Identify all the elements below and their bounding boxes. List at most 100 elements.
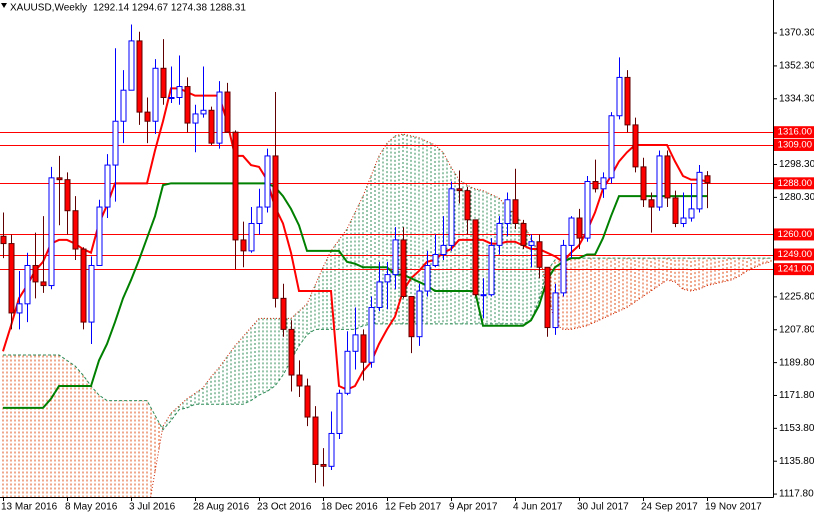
candle-body — [288, 328, 295, 376]
candle-body — [144, 111, 151, 122]
candle-body — [488, 244, 495, 296]
candle-body — [704, 175, 711, 184]
x-tick-label: 4 Jun 2017 — [513, 502, 563, 513]
candle-body — [640, 166, 647, 201]
x-tick-label: 23 Oct 2016 — [257, 502, 312, 513]
candle-body — [624, 76, 631, 126]
candle-body — [448, 188, 455, 246]
candle-body — [616, 76, 623, 117]
level-label-box — [774, 177, 814, 190]
x-tick-label: 18 Dec 2016 — [321, 502, 378, 513]
candle-body — [440, 244, 447, 256]
y-tick-label: 1280.30 — [779, 192, 814, 203]
candle-body — [120, 89, 127, 122]
y-tick-label: 1334.30 — [779, 93, 814, 104]
candle-body — [80, 248, 87, 323]
candle-body — [504, 199, 511, 224]
candle-body — [680, 217, 687, 224]
candle-body — [232, 131, 239, 241]
candle-body — [240, 239, 247, 252]
candle-body — [672, 197, 679, 224]
y-tick-label: 1225.80 — [779, 292, 814, 303]
level-label: 1241.00 — [778, 264, 812, 275]
level-label-box — [774, 228, 814, 241]
candle-body — [392, 239, 399, 276]
candle-body — [376, 281, 383, 308]
candle-body — [696, 171, 703, 210]
candle-body — [608, 115, 615, 179]
level-label: 1249.00 — [778, 249, 812, 260]
senkou-span-b — [3, 257, 771, 431]
level-label-box — [774, 263, 814, 276]
candle-body — [16, 303, 23, 314]
candle-body — [184, 86, 191, 124]
candle-body — [400, 239, 407, 298]
candle-body — [528, 241, 535, 246]
candle-body — [360, 334, 367, 363]
candle-body — [424, 264, 431, 292]
candle-body — [568, 217, 575, 246]
candle-body — [592, 180, 599, 190]
candle-body — [64, 179, 71, 212]
candle-body — [352, 334, 359, 352]
candle-body — [272, 155, 279, 299]
candle-body — [480, 294, 487, 297]
candle-body — [384, 274, 391, 283]
candle-body — [296, 374, 303, 387]
y-tick-label: 1370.30 — [779, 28, 814, 39]
candle-body — [368, 306, 375, 363]
x-tick-label: 19 Nov 2017 — [705, 502, 762, 513]
candle-body — [560, 244, 567, 294]
candle-body — [168, 97, 175, 100]
candle-body — [408, 296, 415, 338]
level-label: 1309.00 — [778, 139, 812, 150]
level-label: 1260.00 — [778, 229, 812, 240]
x-tick-label: 9 Apr 2017 — [449, 502, 498, 513]
candle-body — [96, 206, 103, 266]
candle-body — [208, 109, 215, 144]
candle-body — [0, 235, 7, 245]
y-tick-label: 1171.80 — [779, 390, 814, 401]
candle-body — [496, 222, 503, 246]
x-tick-label: 13 Mar 2016 — [1, 502, 58, 513]
candle-body — [416, 290, 423, 338]
candle-body — [152, 67, 159, 122]
x-tick-label: 30 Jul 2017 — [577, 502, 629, 513]
y-tick-label: 1153.80 — [779, 423, 814, 434]
candle-body — [56, 177, 63, 181]
y-tick-label: 1352.30 — [779, 61, 814, 72]
candle-body — [160, 67, 167, 99]
candle-body — [456, 188, 463, 192]
chart-title: XAUUSD,Weekly — [10, 3, 87, 14]
plot-area — [0, 24, 773, 497]
candle-body — [24, 264, 31, 305]
level-label: 1288.00 — [778, 178, 812, 189]
candle-body — [128, 40, 135, 91]
candle-body — [344, 350, 351, 394]
x-tick-label: 28 Aug 2016 — [193, 502, 250, 513]
x-tick-label: 3 Jul 2016 — [129, 502, 176, 513]
candle-body — [656, 155, 663, 208]
candle-body — [264, 155, 271, 208]
symbol-icon — [1, 3, 7, 8]
candle-body — [8, 243, 15, 314]
ohlc-values: 1292.14 1294.67 1274.38 1288.31 — [93, 3, 246, 14]
candle-body — [536, 241, 543, 268]
level-label-box — [774, 126, 814, 139]
kijun-line — [3, 182, 707, 409]
candle-body — [192, 113, 199, 124]
candle-body — [688, 208, 695, 219]
x-tick-label: 24 Sep 2017 — [641, 502, 698, 513]
candle-body — [520, 222, 527, 246]
candle-body — [584, 180, 591, 239]
candle-body — [544, 266, 551, 329]
y-tick-label: 1135.80 — [779, 456, 814, 467]
candle-body — [216, 91, 223, 144]
candle-body — [40, 281, 47, 287]
x-tick-label: 12 Feb 2017 — [385, 502, 442, 513]
y-tick-label: 1298.30 — [779, 159, 814, 170]
senkou-span-a — [150, 133, 772, 497]
candle-body — [472, 219, 479, 296]
candle-body — [632, 124, 639, 168]
